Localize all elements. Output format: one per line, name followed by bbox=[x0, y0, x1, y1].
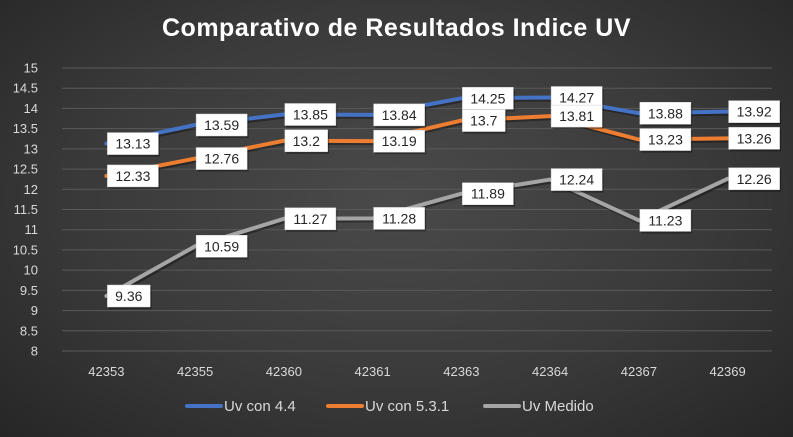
data-label-box bbox=[728, 167, 780, 191]
data-label-box bbox=[373, 103, 425, 127]
x-tick-label: 42364 bbox=[532, 364, 568, 379]
data-label-box bbox=[195, 235, 248, 258]
x-tick-label: 42363 bbox=[443, 364, 479, 379]
data-label-box bbox=[462, 109, 506, 132]
data-label: 13.7 bbox=[470, 113, 497, 129]
data-label-box bbox=[373, 129, 425, 153]
data-label-box bbox=[639, 209, 692, 232]
data-label: 13.2 bbox=[293, 133, 320, 149]
x-tick-label: 42367 bbox=[621, 364, 657, 379]
data-label: 11.23 bbox=[648, 212, 682, 228]
y-tick-label: 9.5 bbox=[20, 283, 38, 298]
y-tick-label: 11.5 bbox=[14, 202, 38, 217]
data-label: 13.13 bbox=[115, 136, 150, 152]
data-label-box bbox=[195, 147, 248, 170]
data-label-box bbox=[284, 129, 328, 153]
y-tick-label: 13 bbox=[24, 141, 38, 156]
data-label: 13.84 bbox=[382, 107, 417, 123]
x-tick-label: 42353 bbox=[88, 364, 124, 379]
legend-entry: Uv con 4.4 bbox=[224, 398, 296, 415]
data-label-box bbox=[728, 127, 780, 150]
data-label-box bbox=[639, 102, 692, 125]
y-tick-label: 14.5 bbox=[13, 81, 38, 96]
legend-entry: Uv Medido bbox=[522, 398, 594, 415]
data-label: 13.26 bbox=[737, 130, 772, 146]
x-tick-label: 42360 bbox=[266, 364, 302, 379]
y-tick-label: 10.5 bbox=[13, 242, 38, 257]
data-label-box bbox=[550, 168, 603, 191]
data-label-box bbox=[373, 207, 425, 230]
x-tick-label: 42361 bbox=[355, 364, 391, 379]
data-label-box bbox=[195, 113, 248, 137]
data-label: 13.88 bbox=[648, 105, 683, 121]
data-label: 14.27 bbox=[559, 90, 594, 106]
data-label: 11.89 bbox=[471, 186, 505, 202]
x-tick-label: 42355 bbox=[177, 364, 213, 379]
y-tick-label: 11 bbox=[25, 222, 39, 237]
data-label: 10.59 bbox=[204, 238, 239, 254]
data-label: 12.26 bbox=[737, 171, 772, 187]
data-label-box bbox=[728, 100, 780, 123]
data-label: 12.76 bbox=[204, 151, 239, 167]
data-label: 13.81 bbox=[559, 108, 594, 124]
data-label-box bbox=[550, 104, 603, 128]
data-label: 9.36 bbox=[115, 288, 142, 304]
data-label: 11.27 bbox=[293, 211, 327, 227]
data-label-box bbox=[107, 164, 159, 188]
data-label: 12.33 bbox=[115, 168, 150, 184]
y-tick-label: 8 bbox=[31, 344, 38, 359]
data-label: 13.23 bbox=[648, 132, 683, 148]
data-label-box bbox=[462, 182, 514, 205]
data-label: 13.92 bbox=[737, 104, 772, 120]
y-tick-label: 14 bbox=[24, 101, 38, 116]
data-label: 13.85 bbox=[293, 106, 328, 122]
x-tick-label: 42369 bbox=[710, 364, 746, 379]
y-tick-label: 12.5 bbox=[13, 162, 38, 177]
data-label-box bbox=[284, 207, 337, 231]
data-label-box bbox=[639, 128, 692, 151]
legend-entry: Uv con 5.3.1 bbox=[365, 398, 449, 415]
data-label: 13.19 bbox=[382, 133, 417, 149]
y-tick-label: 9 bbox=[31, 303, 38, 318]
y-tick-label: 13.5 bbox=[13, 121, 38, 136]
data-label: 12.24 bbox=[559, 172, 594, 188]
y-tick-label: 15 bbox=[24, 61, 38, 76]
y-tick-label: 10 bbox=[24, 263, 38, 278]
data-label-box bbox=[107, 284, 151, 308]
y-tick-label: 12 bbox=[24, 182, 38, 197]
data-label-box bbox=[284, 103, 337, 126]
data-label: 11.28 bbox=[382, 210, 416, 226]
data-label: 13.59 bbox=[204, 117, 239, 133]
data-label-box bbox=[107, 132, 159, 155]
data-label: 14.25 bbox=[470, 90, 505, 106]
chart-title: Comparativo de Resultados Indice UV bbox=[162, 14, 631, 42]
y-tick-label: 8.5 bbox=[20, 323, 38, 338]
